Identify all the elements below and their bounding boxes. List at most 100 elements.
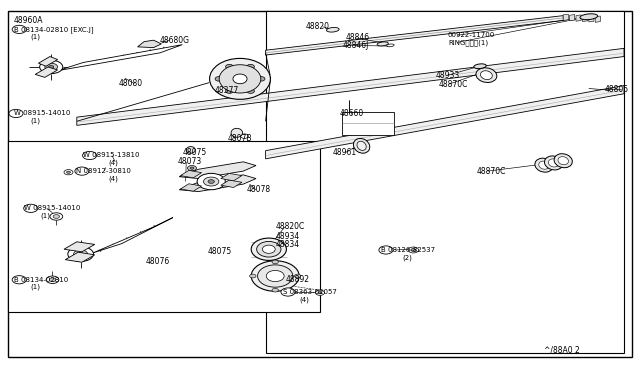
Polygon shape	[570, 15, 575, 21]
Circle shape	[241, 134, 248, 138]
Circle shape	[49, 65, 54, 68]
Circle shape	[281, 288, 295, 296]
Circle shape	[272, 288, 278, 292]
Ellipse shape	[580, 14, 598, 20]
Circle shape	[190, 167, 194, 169]
Circle shape	[49, 278, 56, 282]
Text: RINGリング(1): RINGリング(1)	[448, 39, 488, 46]
Circle shape	[9, 109, 23, 118]
Circle shape	[318, 292, 322, 294]
Text: 48377: 48377	[214, 86, 239, 94]
Circle shape	[197, 173, 225, 190]
Text: B 08134-02810 [EXC.J]: B 08134-02810 [EXC.J]	[14, 26, 93, 33]
Ellipse shape	[353, 138, 370, 153]
Circle shape	[247, 64, 255, 69]
Circle shape	[411, 248, 416, 251]
Ellipse shape	[535, 158, 553, 172]
Circle shape	[215, 77, 223, 81]
Ellipse shape	[326, 28, 339, 32]
Polygon shape	[563, 14, 568, 20]
Ellipse shape	[377, 42, 388, 46]
Text: S 08363-62057: S 08363-62057	[283, 289, 337, 295]
Polygon shape	[180, 170, 202, 178]
Polygon shape	[595, 16, 600, 22]
Text: 48075: 48075	[182, 148, 207, 157]
Circle shape	[226, 64, 234, 69]
Text: 48846J: 48846J	[342, 41, 369, 50]
Circle shape	[272, 260, 278, 264]
Ellipse shape	[387, 44, 394, 47]
Circle shape	[294, 274, 301, 278]
Polygon shape	[266, 16, 563, 55]
Text: 48660: 48660	[339, 109, 364, 118]
Circle shape	[379, 246, 393, 254]
Text: 00922-11700: 00922-11700	[448, 32, 495, 38]
Circle shape	[204, 177, 219, 186]
Circle shape	[247, 89, 255, 93]
Text: W 08915-14010: W 08915-14010	[14, 110, 70, 116]
Polygon shape	[266, 86, 624, 159]
Text: (1): (1)	[31, 118, 41, 124]
Text: B 08134-02810: B 08134-02810	[14, 277, 68, 283]
Ellipse shape	[266, 270, 284, 282]
Text: 48075: 48075	[208, 247, 232, 256]
Text: 48680G: 48680G	[160, 36, 190, 45]
Circle shape	[74, 250, 88, 258]
Circle shape	[75, 167, 89, 175]
Circle shape	[68, 247, 93, 262]
Polygon shape	[64, 242, 95, 252]
Circle shape	[78, 253, 83, 256]
Ellipse shape	[231, 128, 243, 137]
Polygon shape	[93, 218, 173, 253]
Polygon shape	[179, 162, 256, 179]
Text: (4): (4)	[109, 175, 118, 182]
Circle shape	[45, 63, 58, 71]
Bar	[266, 11, 624, 353]
Text: 48870C: 48870C	[438, 80, 468, 89]
Text: 48078: 48078	[246, 185, 271, 194]
Ellipse shape	[251, 261, 300, 291]
Text: 48960A: 48960A	[14, 16, 44, 25]
Text: 48892: 48892	[286, 275, 310, 284]
Text: 48820: 48820	[306, 22, 330, 31]
Polygon shape	[35, 67, 58, 77]
Text: (2): (2)	[402, 254, 412, 261]
Text: 48076: 48076	[146, 257, 170, 266]
Circle shape	[257, 77, 265, 81]
Circle shape	[226, 89, 234, 93]
Ellipse shape	[257, 265, 293, 287]
Text: 48805: 48805	[605, 85, 629, 94]
Polygon shape	[221, 180, 242, 187]
Polygon shape	[221, 173, 242, 181]
Text: 48846: 48846	[346, 33, 370, 42]
Polygon shape	[138, 40, 161, 48]
Text: 48080: 48080	[118, 79, 143, 88]
Ellipse shape	[558, 157, 568, 165]
Ellipse shape	[252, 238, 287, 260]
Circle shape	[208, 180, 214, 183]
Ellipse shape	[262, 245, 275, 253]
Circle shape	[83, 151, 97, 160]
Text: (1): (1)	[31, 34, 41, 41]
Text: 48961: 48961	[333, 148, 357, 157]
Circle shape	[188, 166, 196, 171]
Ellipse shape	[257, 241, 281, 257]
Text: (4): (4)	[300, 296, 309, 303]
Polygon shape	[180, 184, 202, 191]
Polygon shape	[179, 175, 256, 192]
Ellipse shape	[474, 64, 486, 68]
Text: B 08126-82537: B 08126-82537	[381, 247, 435, 253]
Text: N 08912-30810: N 08912-30810	[76, 168, 131, 174]
Polygon shape	[58, 45, 182, 71]
Ellipse shape	[210, 58, 270, 99]
Ellipse shape	[233, 74, 247, 84]
Text: W 08915-14010: W 08915-14010	[24, 205, 81, 211]
Circle shape	[64, 170, 73, 175]
Bar	[342, 112, 394, 135]
Circle shape	[408, 247, 419, 253]
Circle shape	[53, 215, 60, 218]
Circle shape	[24, 204, 38, 212]
Text: (4): (4)	[109, 160, 118, 166]
Polygon shape	[589, 16, 594, 22]
Circle shape	[145, 42, 152, 46]
